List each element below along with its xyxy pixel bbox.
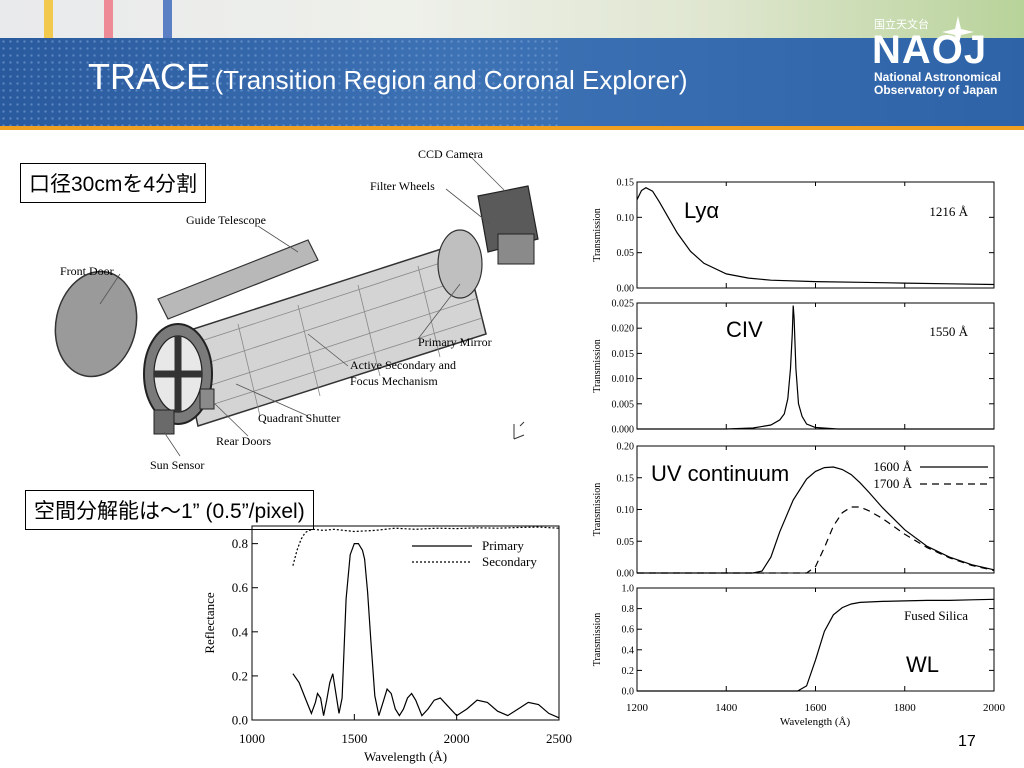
label-quadrant-shutter: Quadrant Shutter bbox=[258, 411, 340, 425]
civ-wavelength-label: 1550 Å bbox=[929, 324, 968, 339]
label-sun-sensor: Sun Sensor bbox=[150, 458, 204, 472]
uv-chart-ytick-label: 0.20 bbox=[617, 442, 635, 453]
aperture-callout: 口径30cmを4分割 bbox=[20, 163, 207, 203]
reflectance-series-secondary bbox=[292, 526, 560, 566]
wl-chart-series-1 bbox=[637, 598, 995, 692]
civ-chart-ytick-label: 0.000 bbox=[612, 425, 635, 436]
wl-xtick-label: 2000 bbox=[983, 702, 1006, 714]
logo-kanji: 国立天文台 bbox=[874, 19, 929, 31]
axis-indicator-icon bbox=[513, 421, 525, 440]
wl-xtick-label: 1600 bbox=[805, 702, 828, 714]
uv-chart-ytick-label: 0.05 bbox=[617, 537, 635, 548]
reflectance-xtick-label: 1000 bbox=[239, 731, 265, 746]
logo-main-text: NAOJ bbox=[872, 28, 988, 72]
wl-chart-ytick-label: 0.2 bbox=[622, 666, 635, 677]
guide-telescope bbox=[157, 239, 319, 320]
civ-chart-series-1 bbox=[637, 305, 994, 430]
uv-legend-1700-label: 1700 Å bbox=[873, 476, 912, 491]
label-filter-wheels: Filter Wheels bbox=[370, 179, 435, 193]
title-main: TRACE bbox=[88, 56, 211, 97]
title-sub: (Transition Region and Coronal Explorer) bbox=[214, 65, 688, 95]
uv-legend-1600-label: 1600 Å bbox=[873, 459, 912, 474]
dot-pattern bbox=[0, 38, 560, 126]
reflectance-ytick-label: 0.0 bbox=[232, 713, 248, 728]
reflectance-xtick-label: 1500 bbox=[341, 731, 367, 746]
civ-chart-ytick-label: 0.020 bbox=[612, 324, 635, 335]
label-guide-telescope: Guide Telescope bbox=[186, 213, 266, 227]
stripe-yellow bbox=[44, 0, 53, 38]
reflectance-ytick-label: 0.6 bbox=[232, 580, 249, 595]
reflectance-ylabel: Reflectance bbox=[202, 592, 217, 654]
label-primary-mirror: Primary Mirror bbox=[418, 335, 492, 349]
civ-chart-ylabel: Transmission bbox=[592, 339, 603, 393]
annotation-civ: CIV bbox=[726, 317, 763, 342]
wl-xtick-label: 1800 bbox=[894, 702, 917, 714]
lya-chart-ytick-label: 0.00 bbox=[617, 284, 635, 295]
telescope-diagram: CCD Camera Filter Wheels Guide Telescope… bbox=[8, 134, 572, 480]
lya-chart-ytick-label: 0.15 bbox=[617, 178, 635, 189]
reflectance-ytick-label: 0.8 bbox=[232, 536, 248, 551]
logo-line-1: National Astronomical bbox=[874, 70, 1001, 84]
page-number: 17 bbox=[958, 733, 976, 750]
resolution-callout: 空間分解能は～1” (0.5”/pixel) bbox=[25, 490, 314, 530]
orange-rule bbox=[0, 126, 1024, 130]
lya-chart-ylabel: Transmission bbox=[592, 208, 603, 262]
rear-doors bbox=[199, 388, 215, 410]
reflectance-ytick-label: 0.2 bbox=[232, 668, 248, 683]
label-secondary-2: Focus Mechanism bbox=[350, 374, 438, 388]
sun-sensor bbox=[153, 409, 175, 435]
lya-chart-ytick-label: 0.10 bbox=[617, 213, 635, 224]
reflectance-frame bbox=[251, 525, 560, 721]
reflectance-ytick-label: 0.4 bbox=[232, 624, 249, 639]
uv-chart-ytick-label: 0.00 bbox=[617, 569, 635, 580]
uv-chart-ylabel: Transmission bbox=[592, 483, 603, 537]
label-front-door: Front Door bbox=[60, 264, 114, 278]
logo-line-2: Observatory of Japan bbox=[874, 83, 998, 97]
wl-xlabel: Wavelength (Å) bbox=[780, 716, 851, 728]
civ-chart-ytick-label: 0.010 bbox=[612, 374, 635, 385]
uv-chart-ytick-label: 0.15 bbox=[617, 473, 635, 484]
wl-xtick-label: 1200 bbox=[626, 702, 649, 714]
wl-chart-ytick-label: 0.0 bbox=[622, 687, 635, 698]
wl-chart-ylabel: Transmission bbox=[592, 613, 603, 667]
filter-wheels bbox=[497, 233, 535, 265]
civ-chart-ytick-label: 0.015 bbox=[612, 349, 635, 360]
stripe-blue bbox=[163, 0, 172, 38]
slide-title: TRACE (Transition Region and Coronal Exp… bbox=[88, 56, 688, 98]
reflectance-xlabel: Wavelength (Å) bbox=[364, 749, 447, 764]
lya-wavelength-label: 1216 Å bbox=[929, 204, 968, 219]
wl-chart-ytick-label: 0.8 bbox=[622, 604, 635, 615]
label-rear-doors: Rear Doors bbox=[216, 434, 271, 448]
title-bar bbox=[0, 38, 1024, 126]
stripe-pink bbox=[104, 0, 113, 38]
reflectance-legend-secondary-label: Secondary bbox=[482, 554, 537, 569]
reflectance-xtick-label: 2000 bbox=[444, 731, 470, 746]
wl-series-label: Fused Silica bbox=[904, 608, 968, 623]
label-secondary-1: Active Secondary and bbox=[350, 358, 456, 372]
label-ccd-camera: CCD Camera bbox=[418, 147, 484, 161]
annotation-lya: Lyα bbox=[684, 198, 720, 223]
wl-chart-ytick-label: 1.0 bbox=[622, 584, 635, 595]
uv-chart-series-2 bbox=[637, 506, 995, 574]
annotation-wl: WL bbox=[906, 652, 939, 677]
wl-xtick-label: 1400 bbox=[715, 702, 738, 714]
wl-chart-ytick-label: 0.6 bbox=[622, 625, 635, 636]
uv-chart-ytick-label: 0.10 bbox=[617, 505, 635, 516]
primary-mirror bbox=[437, 229, 483, 299]
front-door bbox=[54, 270, 138, 378]
reflectance-xtick-label: 2500 bbox=[546, 731, 572, 746]
top-bar bbox=[0, 0, 1024, 38]
wl-chart-ytick-label: 0.4 bbox=[622, 645, 635, 656]
annotation-uv: UV continuum bbox=[651, 461, 790, 486]
reflectance-series-primary bbox=[292, 543, 560, 719]
lya-chart-ytick-label: 0.05 bbox=[617, 248, 635, 259]
civ-chart-frame bbox=[636, 302, 995, 430]
logo-star-icon bbox=[942, 16, 974, 48]
reflectance-legend-primary-label: Primary bbox=[482, 538, 524, 553]
wl-chart-frame bbox=[636, 587, 995, 692]
civ-chart-ytick-label: 0.025 bbox=[612, 299, 635, 310]
telescope-illustration: CCD Camera Filter Wheels Guide Telescope… bbox=[54, 147, 539, 472]
civ-chart-ytick-label: 0.005 bbox=[612, 399, 635, 410]
